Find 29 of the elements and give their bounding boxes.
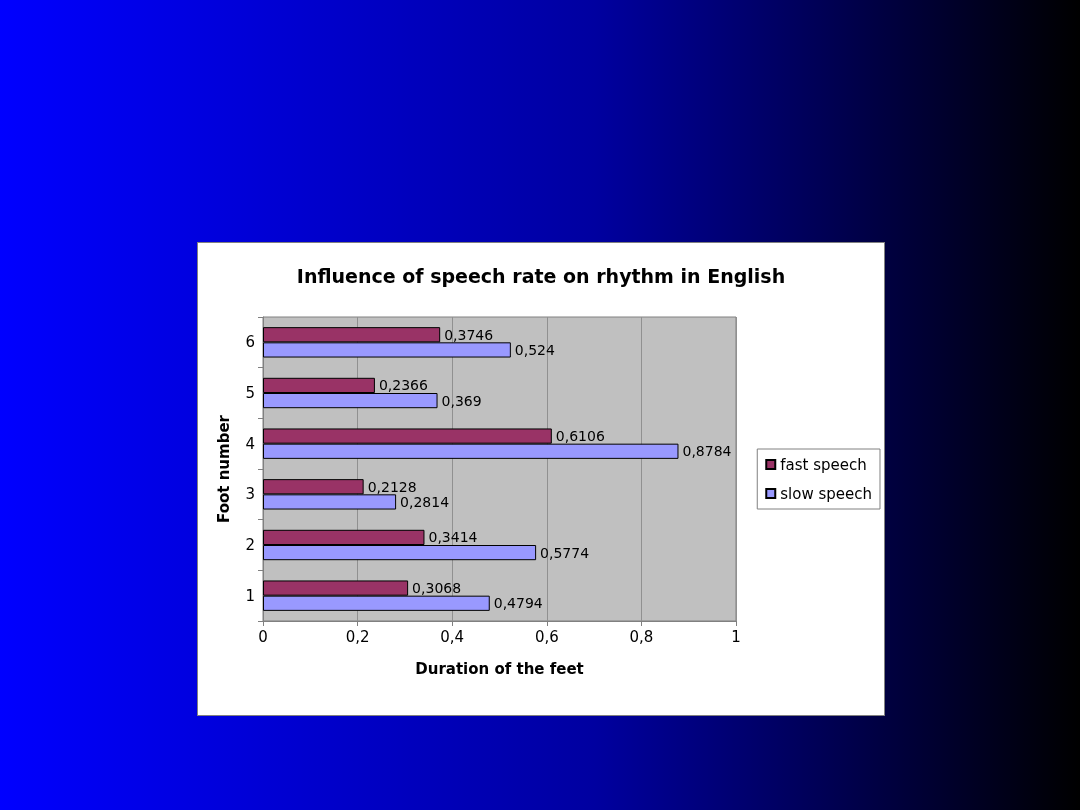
data-label: 0,8784 [682, 443, 732, 460]
x-tick-label: 0 [258, 627, 268, 646]
data-label: 0,524 [514, 341, 556, 358]
y-tick-label: 3 [245, 485, 255, 504]
data-label: 0,6106 [555, 428, 605, 445]
data-label: 0,2366 [378, 377, 428, 394]
data-label: 0,4794 [493, 595, 543, 612]
y-tick-label: 2 [245, 536, 255, 554]
x-tick-label: 0,4 [440, 627, 465, 646]
y-tick-label: 5 [245, 384, 255, 402]
legend-label: slow speech [780, 484, 873, 503]
data-label: 0,2814 [400, 493, 450, 510]
x-tick-label: 0,8 [629, 627, 654, 646]
x-tick-label: 0,6 [534, 627, 559, 646]
y-tick-label: 6 [245, 333, 255, 352]
x-axis-title: Duration of the feet [415, 659, 584, 678]
chart-title: Influence of speech rate on rhythm in English [296, 264, 786, 287]
y-tick-label: 4 [245, 434, 255, 453]
y-axis-title: Foot number [214, 414, 233, 523]
x-tick-label: 0,2 [345, 627, 370, 646]
x-tick-label: 1 [731, 627, 741, 646]
legend-label: fast speech [780, 455, 867, 474]
data-label: 0,3068 [412, 580, 462, 597]
data-label: 0,3414 [428, 529, 478, 546]
data-label: 0,5774 [540, 544, 590, 561]
y-tick-label: 1 [245, 586, 255, 605]
data-label: 0,2128 [367, 478, 417, 495]
data-label: 0,369 [441, 392, 482, 409]
data-label: 0,3746 [444, 326, 494, 343]
